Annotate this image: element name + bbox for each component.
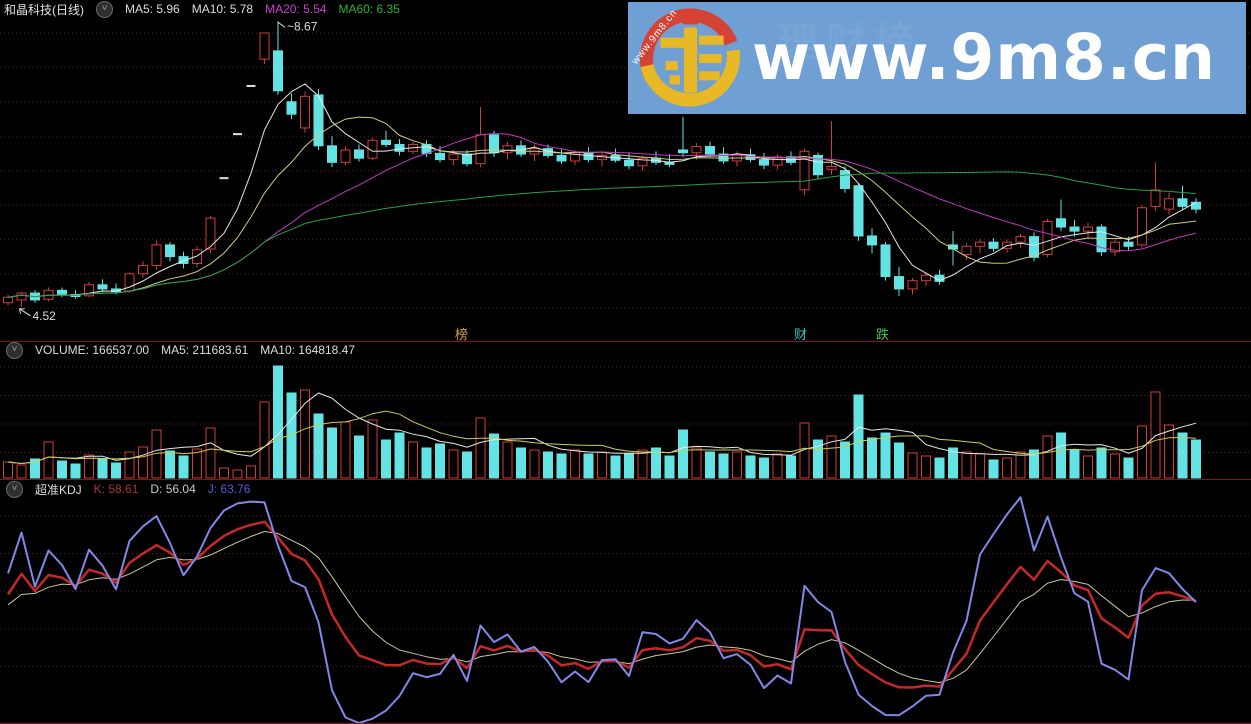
kdj-pane-header: ˅ 超准KDJ K: 58.61 D: 56.04 J: 63.76	[6, 480, 251, 498]
ma5-label: MA5: 5.96	[125, 2, 180, 16]
9m8-logo-icon	[639, 8, 741, 107]
ma60-label: MA60: 6.35	[338, 2, 400, 16]
banner-url-text: www.9m8.cn	[752, 21, 1216, 94]
ma20-label: MA20: 5.54	[265, 2, 327, 16]
chevron-down-icon[interactable]: ˅	[96, 0, 113, 18]
main-pane-header: 和晶科技(日线) ˅ MA5: 5.96 MA10: 5.78 MA20: 5.…	[4, 0, 400, 18]
stock-title: 和晶科技(日线)	[4, 2, 84, 17]
ma10-label: MA10: 5.78	[191, 2, 254, 16]
kdj-k-label: K: 58.61	[93, 482, 139, 496]
kdj-d-label: D: 56.04	[150, 482, 196, 496]
volume-pane-header: ˅ VOLUME: 166537.00 MA5: 211683.61 MA10:…	[6, 341, 356, 359]
volume-ma10-label: MA10: 164818.47	[260, 343, 356, 357]
banner-ghost-text: 理财榜	[778, 21, 922, 65]
kdj-j-label: J: 63.76	[207, 482, 251, 496]
watermark-banner: www.9m8.cn 理财榜 www.9m8.cn	[628, 2, 1246, 114]
volume-ma5-label: MA5: 211683.61	[161, 343, 249, 357]
volume-label: VOLUME: 166537.00	[35, 343, 150, 357]
kdj-title: 超准KDJ	[35, 482, 82, 497]
svg-text:~8.67: ~8.67	[287, 19, 318, 33]
svg-text:4.52: 4.52	[33, 309, 57, 323]
ad-char: 榜	[455, 327, 469, 342]
ad-char: 财	[794, 327, 808, 342]
chevron-down-icon[interactable]: ˅	[6, 480, 23, 498]
ad-char: 跌	[876, 327, 890, 342]
chevron-down-icon[interactable]: ˅	[6, 341, 23, 359]
